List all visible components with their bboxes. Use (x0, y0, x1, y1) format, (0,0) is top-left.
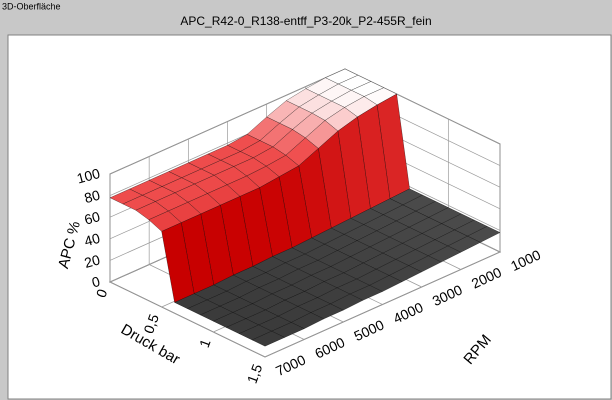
x-tick-label: 1,5 (244, 362, 266, 386)
z-tick-label: 0 (90, 273, 102, 291)
surface-patch (251, 330, 286, 347)
window-title: 3D-Oberfläche (2, 1, 61, 11)
plot: 00,511,510002000300040005000600070000204… (55, 68, 543, 386)
z-tick-label: 40 (83, 230, 102, 250)
wall-grid-line (109, 68, 346, 175)
chart-title: APC_R42-0_R138-entff_P3-20k_P2-455R_fein (180, 14, 431, 28)
z-tick-label: 80 (83, 187, 102, 207)
z-tick-label: 100 (75, 165, 102, 187)
z-tick-label: 60 (83, 208, 102, 228)
floor-grid-line (109, 281, 266, 358)
z-tick-label: 20 (83, 251, 102, 271)
x-tick-label: 0,5 (140, 312, 162, 336)
